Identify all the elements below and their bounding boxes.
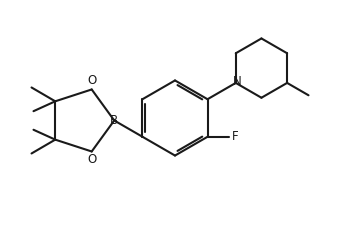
- Text: F: F: [232, 130, 239, 143]
- Text: O: O: [87, 75, 96, 88]
- Text: B: B: [110, 114, 118, 127]
- Text: N: N: [232, 76, 241, 88]
- Text: O: O: [87, 153, 96, 166]
